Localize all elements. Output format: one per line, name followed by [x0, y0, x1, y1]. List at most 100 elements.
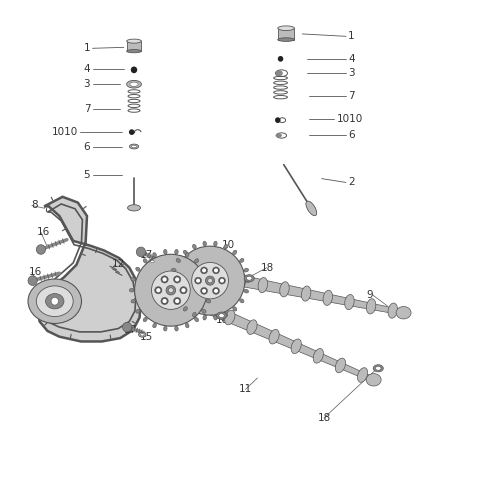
Bar [127, 41, 142, 51]
Ellipse shape [313, 348, 324, 363]
Ellipse shape [131, 277, 135, 281]
Ellipse shape [233, 307, 237, 311]
Ellipse shape [152, 271, 190, 309]
Ellipse shape [162, 277, 167, 281]
Ellipse shape [166, 285, 176, 295]
Ellipse shape [155, 286, 162, 294]
Ellipse shape [183, 250, 187, 254]
Ellipse shape [206, 277, 211, 281]
Ellipse shape [153, 252, 156, 257]
Ellipse shape [164, 326, 167, 331]
Ellipse shape [194, 277, 202, 284]
Ellipse shape [136, 309, 140, 313]
Ellipse shape [244, 289, 249, 293]
Circle shape [129, 129, 134, 135]
Ellipse shape [175, 250, 178, 254]
Ellipse shape [240, 299, 244, 303]
Ellipse shape [388, 303, 397, 318]
Polygon shape [38, 197, 141, 341]
Ellipse shape [220, 278, 224, 282]
Ellipse shape [213, 267, 219, 274]
Ellipse shape [36, 286, 73, 316]
Ellipse shape [180, 286, 187, 294]
Ellipse shape [276, 70, 283, 76]
Ellipse shape [175, 277, 180, 281]
Ellipse shape [202, 268, 206, 272]
Text: 16: 16 [36, 227, 49, 237]
Ellipse shape [280, 282, 289, 297]
Text: 11: 11 [239, 384, 252, 394]
Text: 8: 8 [32, 201, 38, 211]
Polygon shape [207, 268, 404, 315]
Ellipse shape [214, 268, 218, 272]
Ellipse shape [183, 307, 187, 311]
Ellipse shape [375, 366, 381, 370]
Ellipse shape [278, 26, 294, 30]
Ellipse shape [214, 289, 218, 293]
Bar [278, 28, 294, 39]
Text: 6: 6 [84, 142, 90, 152]
Text: 1: 1 [84, 43, 90, 53]
Ellipse shape [214, 315, 217, 320]
Circle shape [122, 322, 132, 332]
Ellipse shape [46, 293, 64, 309]
Ellipse shape [201, 267, 207, 274]
Ellipse shape [203, 242, 206, 246]
Ellipse shape [205, 276, 215, 285]
Text: 2: 2 [348, 178, 355, 188]
Ellipse shape [244, 268, 249, 272]
Circle shape [136, 247, 145, 256]
Circle shape [28, 276, 37, 285]
Ellipse shape [202, 309, 206, 313]
Ellipse shape [168, 288, 173, 292]
Circle shape [275, 117, 280, 123]
Ellipse shape [258, 277, 267, 292]
Ellipse shape [171, 268, 176, 272]
Ellipse shape [136, 267, 140, 271]
Ellipse shape [208, 278, 212, 283]
Ellipse shape [269, 329, 279, 344]
Ellipse shape [143, 259, 147, 263]
Ellipse shape [237, 273, 246, 288]
Ellipse shape [161, 276, 168, 283]
Ellipse shape [173, 276, 181, 283]
Text: 9: 9 [367, 290, 373, 300]
Ellipse shape [141, 333, 144, 336]
Ellipse shape [180, 291, 191, 306]
Circle shape [278, 56, 283, 62]
Text: 4: 4 [84, 64, 90, 74]
Ellipse shape [194, 317, 199, 322]
Ellipse shape [131, 299, 135, 303]
Ellipse shape [224, 312, 228, 317]
Ellipse shape [233, 250, 237, 254]
Ellipse shape [156, 288, 160, 292]
Text: 18: 18 [261, 262, 274, 273]
Ellipse shape [246, 276, 252, 280]
Text: 4: 4 [348, 54, 355, 64]
Text: 17: 17 [124, 325, 137, 335]
Text: 3: 3 [84, 79, 90, 89]
Ellipse shape [130, 82, 138, 86]
Ellipse shape [128, 205, 141, 211]
Text: 18: 18 [317, 413, 331, 423]
Circle shape [131, 66, 137, 73]
Ellipse shape [132, 145, 136, 148]
Text: 3: 3 [348, 68, 355, 78]
Ellipse shape [164, 250, 167, 254]
Ellipse shape [276, 133, 282, 138]
Ellipse shape [149, 259, 156, 264]
Ellipse shape [203, 315, 206, 320]
Ellipse shape [192, 245, 196, 249]
Text: 10: 10 [222, 240, 235, 250]
Ellipse shape [196, 278, 200, 282]
Ellipse shape [358, 368, 368, 382]
Ellipse shape [151, 260, 154, 262]
Ellipse shape [206, 299, 211, 303]
Ellipse shape [336, 358, 346, 373]
Ellipse shape [181, 288, 186, 292]
Ellipse shape [192, 312, 196, 317]
Ellipse shape [134, 254, 207, 326]
Ellipse shape [192, 262, 228, 299]
Ellipse shape [176, 258, 180, 262]
Ellipse shape [323, 290, 333, 305]
